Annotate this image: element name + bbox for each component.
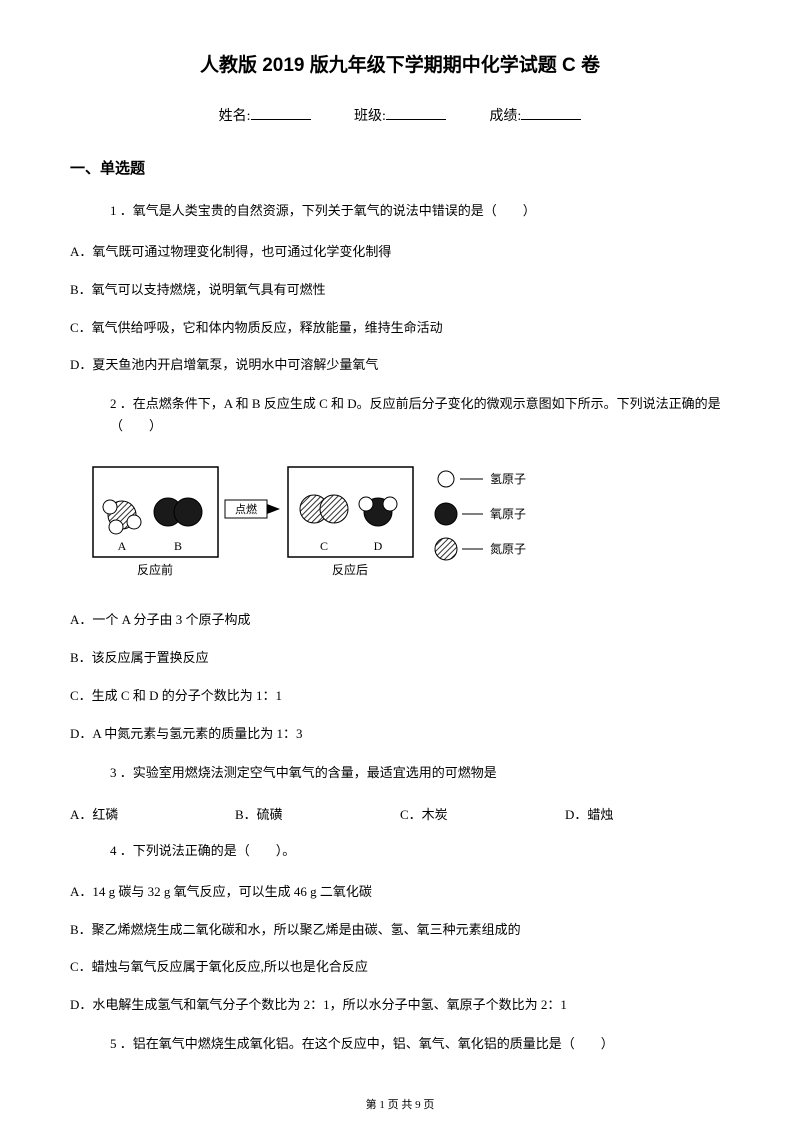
svg-text:C: C xyxy=(320,539,328,553)
svg-text:A: A xyxy=(118,539,127,553)
q1-option-c: C．氧气供给呼吸，它和体内物质反应，释放能量，维持生命活动 xyxy=(70,318,730,339)
before-label: 反应前 xyxy=(137,562,173,577)
q5-stem: 5 ．铝在氧气中燃烧生成氧化铝。在这个反应中，铝、氧气、氧化铝的质量比是（ ） xyxy=(110,1033,730,1055)
q2-option-d: D．A 中氮元素与氢元素的质量比为 1：3 xyxy=(70,724,730,745)
q3-option-c: C．木炭 xyxy=(400,804,565,823)
section-heading: 一、单选题 xyxy=(70,157,730,178)
svg-text:D: D xyxy=(374,539,383,553)
legend-h: 氢原子 xyxy=(490,471,526,486)
name-label: 姓名: xyxy=(219,109,251,124)
page-footer: 第 1 页 共 9 页 xyxy=(0,1096,800,1112)
score-blank xyxy=(521,119,581,120)
q3-option-a: A．红磷 xyxy=(70,804,235,823)
q2-option-c: C．生成 C 和 D 的分子个数比为 1：1 xyxy=(70,686,730,707)
q4-option-a: A．14 g 碳与 32 g 氧气反应，可以生成 46 g 二氧化碳 xyxy=(70,882,730,903)
q1-option-b: B．氧气可以支持燃烧，说明氧气具有可燃性 xyxy=(70,280,730,301)
q3-option-d: D．蜡烛 xyxy=(565,804,730,823)
q1-option-a: A．氧气既可通过物理变化制得，也可通过化学变化制得 xyxy=(70,242,730,263)
q3-options: A．红磷 B．硫磺 C．木炭 D．蜡烛 xyxy=(70,804,730,823)
score-label: 成绩: xyxy=(489,109,521,124)
q1-stem: 1 ．氧气是人类宝贵的自然资源，下列关于氧气的说法中错误的是（ ） xyxy=(110,200,730,222)
legend-n: 氮原子 xyxy=(490,541,526,556)
name-blank xyxy=(251,119,311,120)
q4-option-b: B．聚乙烯燃烧生成二氧化碳和水，所以聚乙烯是由碳、氢、氧三种元素组成的 xyxy=(70,920,730,941)
q1-option-d: D．夏天鱼池内开启增氧泵，说明水中可溶解少量氧气 xyxy=(70,355,730,376)
legend-o: 氧原子 xyxy=(490,507,526,521)
reaction-diagram-svg: A B 反应前 点燃 C D 反应后 氢原子 氧原子 氮原子 xyxy=(88,457,538,592)
q4-option-d: D．水电解生成氢气和氧气分子个数比为 2：1，所以水分子中氢、氧原子个数比为 2… xyxy=(70,995,730,1016)
q2-option-b: B．该反应属于置换反应 xyxy=(70,648,730,669)
q2-diagram: A B 反应前 点燃 C D 反应后 氢原子 氧原子 氮原子 xyxy=(88,457,538,592)
after-label: 反应后 xyxy=(332,562,368,577)
q2-option-a: A．一个 A 分子由 3 个原子构成 xyxy=(70,610,730,631)
q2-stem: 2 ．在点燃条件下，A 和 B 反应生成 C 和 D。反应前后分子变化的微观示意… xyxy=(110,393,730,437)
q4-stem: 4 ．下列说法正确的是（ ）。 xyxy=(110,840,730,862)
q4-option-c: C．蜡烛与氧气反应属于氧化反应,所以也是化合反应 xyxy=(70,957,730,978)
q3-option-b: B．硫磺 xyxy=(235,804,400,823)
class-blank xyxy=(386,119,446,120)
arrow-label: 点燃 xyxy=(235,502,257,516)
q3-stem: 3 ．实验室用燃烧法测定空气中氧气的含量，最适宜选用的可燃物是 xyxy=(110,762,730,784)
page-title: 人教版 2019 版九年级下学期期中化学试题 C 卷 xyxy=(70,50,730,77)
svg-text:B: B xyxy=(174,539,182,553)
class-label: 班级: xyxy=(354,109,386,124)
student-info-line: 姓名: 班级: 成绩: xyxy=(70,105,730,125)
